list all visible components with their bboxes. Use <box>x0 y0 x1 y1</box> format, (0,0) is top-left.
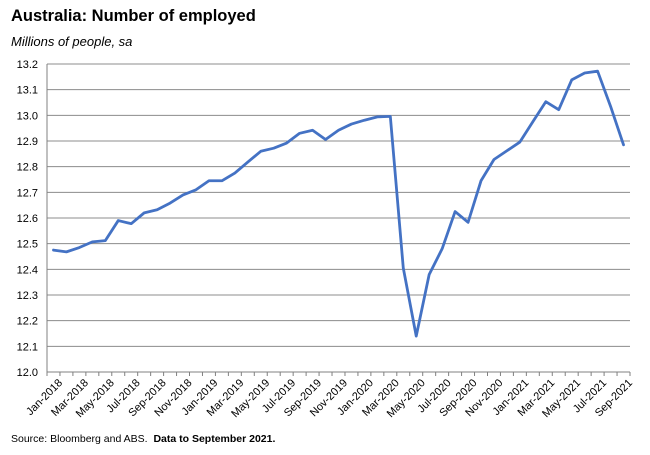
chart-subtitle: Millions of people, sa <box>11 34 133 49</box>
gridlines <box>47 63 630 347</box>
y-tick-label: 12.7 <box>17 187 38 199</box>
y-tick-label: 12.8 <box>17 162 38 174</box>
y-tick-label: 13.1 <box>17 85 38 97</box>
chart-title: Australia: Number of employed <box>11 7 256 25</box>
x-axis-tick-labels: Jan-2018Mar-2018May-2018Jul-2018Sep-2018… <box>24 377 635 420</box>
y-tick-label: 12.6 <box>17 213 38 225</box>
series-line <box>52 69 625 338</box>
series-layer <box>52 69 625 338</box>
source-text: Source: Bloomberg and ABS. <box>11 433 148 445</box>
y-tick-label: 12.4 <box>17 264 38 276</box>
y-tick-label: 12.0 <box>17 367 38 379</box>
source-bold-text: Data to September 2021. <box>153 433 276 445</box>
axes <box>46 64 631 376</box>
y-tick-label: 13.2 <box>17 59 38 71</box>
source-note: Source: Bloomberg and ABS. Data to Septe… <box>11 433 275 445</box>
y-tick-label: 12.5 <box>17 239 38 251</box>
y-tick-label: 12.9 <box>17 136 38 148</box>
y-tick-label: 12.2 <box>17 316 38 328</box>
y-tick-label: 12.1 <box>17 341 38 353</box>
y-tick-label: 13.0 <box>17 110 38 122</box>
y-tick-label: 12.3 <box>17 290 38 302</box>
y-axis-tick-labels: 13.2 13.1 13.0 12.9 12.8 12.7 12.6 12.5 12.4 12.3… <box>17 59 38 379</box>
